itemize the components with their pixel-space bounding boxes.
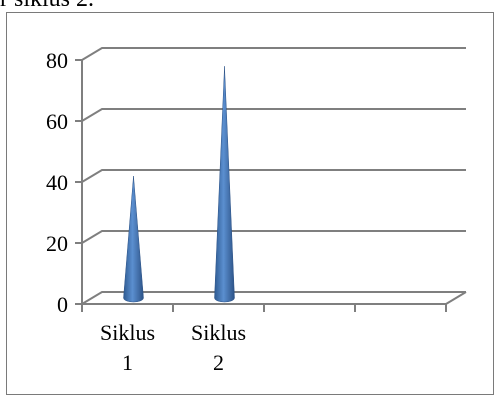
bar-cone: [214, 66, 235, 303]
y-tick-label: 60: [46, 109, 68, 134]
y-tick-label: 80: [46, 48, 68, 73]
y-tick-label: 0: [57, 292, 68, 317]
y-tick-label: 20: [46, 231, 68, 256]
x-category-label: Siklus 1: [100, 320, 155, 375]
gridline: [81, 291, 466, 305]
y-tick-label: 40: [46, 170, 68, 195]
gridline: [81, 108, 466, 122]
floor-right-edge: [445, 291, 467, 305]
axis-layer: [75, 59, 467, 312]
gridline: [81, 47, 466, 61]
gridline: [81, 169, 466, 183]
x-category-label: Siklus 2: [191, 320, 246, 375]
grid-layer: [81, 47, 466, 305]
labels-layer: 0 20 40 60 80 Siklus 1 Siklus 2: [46, 48, 246, 375]
bar-cone: [123, 175, 144, 303]
bars-layer: [123, 66, 235, 303]
gridline: [81, 230, 466, 244]
chart-frame: [6, 12, 494, 395]
caption-text: r siklus 2.: [0, 0, 94, 13]
